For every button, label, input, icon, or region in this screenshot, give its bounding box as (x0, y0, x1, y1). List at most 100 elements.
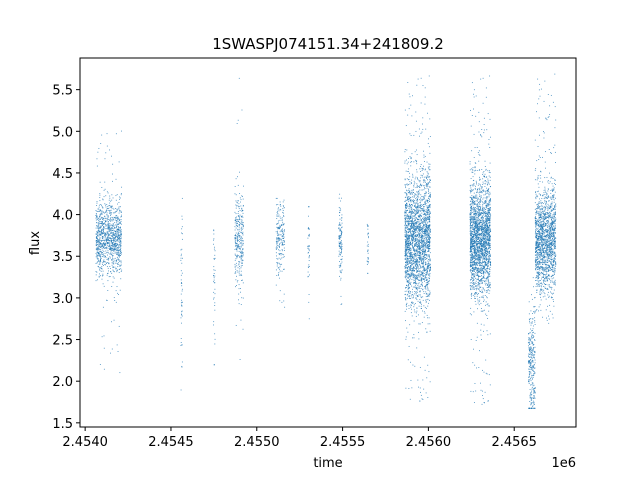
data-point (404, 184, 406, 186)
data-point (308, 250, 310, 252)
data-point (104, 236, 106, 238)
data-point (424, 220, 426, 222)
data-point (489, 179, 491, 181)
data-point (106, 214, 108, 216)
data-point (416, 208, 418, 210)
data-point (423, 249, 424, 251)
data-point (96, 262, 98, 264)
data-point (236, 202, 238, 204)
data-point (422, 236, 424, 238)
data-point (414, 238, 416, 240)
data-point (412, 242, 414, 244)
data-point (340, 265, 341, 266)
data-point (486, 201, 487, 203)
data-point (117, 217, 119, 219)
data-point (419, 226, 421, 228)
data-point (423, 209, 425, 211)
data-point (236, 248, 238, 250)
data-point (340, 264, 342, 266)
data-point (338, 235, 340, 237)
data-point (119, 206, 121, 208)
data-point (430, 213, 431, 214)
data-point (422, 251, 424, 252)
data-point (276, 242, 278, 244)
data-point (429, 186, 430, 188)
data-point (234, 241, 236, 243)
data-point (95, 262, 97, 264)
data-point (429, 166, 431, 168)
data-point (418, 185, 420, 187)
data-point (275, 241, 277, 242)
data-point (283, 224, 284, 226)
data-point (421, 262, 423, 264)
data-point (477, 268, 478, 269)
data-point (96, 241, 98, 243)
data-point (420, 232, 422, 234)
data-point (424, 249, 426, 251)
data-point (118, 212, 120, 214)
data-point (118, 229, 120, 231)
data-point (338, 255, 340, 257)
data-point (404, 225, 406, 226)
data-point (98, 241, 100, 243)
data-point (414, 220, 416, 222)
data-point (95, 240, 97, 242)
data-point (308, 248, 310, 250)
data-point (240, 215, 242, 217)
data-point (414, 267, 415, 269)
data-point (410, 312, 412, 314)
data-point (281, 257, 283, 259)
data-point (408, 220, 410, 222)
data-point (472, 234, 474, 236)
data-point (413, 227, 415, 229)
data-point (427, 227, 429, 229)
data-point (238, 246, 240, 248)
data-point (238, 241, 240, 242)
data-point (425, 215, 427, 217)
data-point (112, 238, 114, 239)
data-point (410, 295, 412, 297)
data-point (474, 187, 476, 189)
data-point (115, 224, 117, 226)
data-point (417, 212, 419, 214)
data-point (237, 240, 238, 242)
data-point (477, 244, 479, 245)
data-point (407, 271, 408, 272)
data-point (428, 237, 430, 239)
data-point (413, 196, 415, 198)
data-point (367, 226, 369, 228)
data-point (420, 265, 422, 267)
data-point (236, 221, 238, 223)
data-point (283, 241, 285, 243)
data-point (470, 232, 472, 234)
data-point (404, 151, 406, 153)
data-point (424, 225, 426, 227)
data-point (410, 261, 412, 263)
data-point (404, 251, 406, 253)
data-point (111, 199, 113, 201)
data-point (238, 256, 240, 258)
data-point (105, 264, 107, 266)
data-point (405, 249, 407, 251)
data-point (482, 258, 484, 260)
data-point (276, 242, 278, 244)
data-point (237, 228, 239, 230)
data-point (415, 279, 417, 280)
data-point (98, 231, 100, 232)
data-point (427, 218, 429, 220)
data-point (182, 257, 183, 259)
data-point (406, 210, 408, 211)
data-point (117, 254, 119, 256)
data-point (113, 239, 115, 241)
data-point (99, 215, 101, 217)
data-point (236, 219, 238, 221)
data-point (280, 253, 281, 255)
data-point (98, 243, 100, 245)
data-point (237, 213, 239, 214)
data-point (420, 215, 422, 217)
data-point (104, 223, 106, 225)
data-point (341, 258, 343, 260)
data-point (406, 327, 408, 329)
data-point (473, 192, 475, 194)
data-point (480, 235, 482, 237)
